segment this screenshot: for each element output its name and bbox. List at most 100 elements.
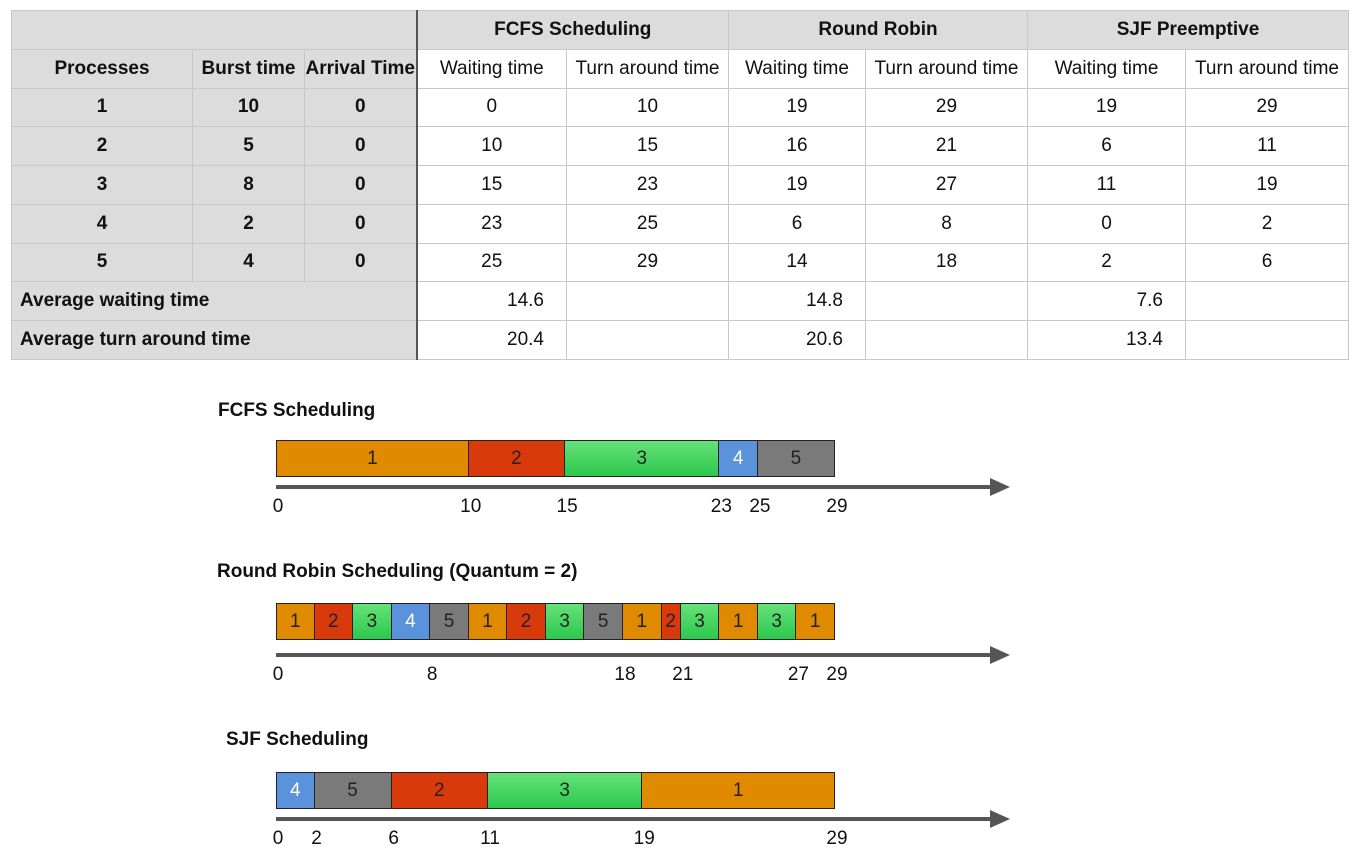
time-axis-arrow — [276, 646, 1010, 664]
empty-cell — [1184, 281, 1350, 322]
gantt-title-fcfs: FCFS Scheduling — [218, 400, 376, 421]
empty-cell — [566, 320, 729, 360]
cell-burst: 8 — [192, 165, 305, 205]
column-header-row: Processes Burst time Arrival Time Waitin… — [11, 48, 1350, 89]
tick-label: 27 — [787, 664, 810, 685]
cell-sjf-turnaround: 19 — [1184, 165, 1350, 205]
header-burst-time: Burst time — [192, 48, 305, 89]
cell-rr-waiting: 16 — [728, 126, 866, 167]
cell-burst: 4 — [192, 242, 305, 283]
gantt-segment-process-3: 3 — [488, 772, 643, 809]
empty-cell — [1184, 320, 1350, 360]
cell-process: 5 — [11, 242, 193, 283]
cell-sjf-waiting: 2 — [1027, 242, 1186, 283]
cell-rr-waiting: 6 — [728, 203, 866, 244]
avg-turnaround-fcfs: 20.4 — [415, 320, 567, 360]
header-sjf-waiting: Waiting time — [1027, 48, 1186, 89]
gantt-segment-process-3: 3 — [545, 603, 585, 640]
tick-label: 0 — [272, 496, 284, 517]
segment-label: 2 — [665, 610, 676, 632]
gantt-segment-process-3: 3 — [353, 603, 392, 640]
gantt-segment-process-1: 1 — [276, 603, 315, 640]
cell-arrival: 0 — [304, 126, 417, 167]
cell-burst: 5 — [192, 126, 305, 167]
cell-sjf-waiting: 11 — [1027, 165, 1186, 205]
tick-label: 11 — [480, 828, 500, 849]
cell-fcfs-waiting: 15 — [415, 165, 567, 205]
header-sjf-turnaround: Turn around time — [1184, 48, 1350, 89]
avg-waiting-sjf: 7.6 — [1027, 281, 1186, 322]
cell-fcfs-turnaround: 29 — [566, 242, 729, 283]
segment-label: 3 — [559, 610, 570, 632]
cell-sjf-turnaround: 6 — [1184, 242, 1350, 283]
tick-label: 19 — [633, 828, 655, 849]
group-header-rr: Round Robin — [728, 10, 1028, 50]
scheduling-table: FCFS Scheduling Round Robin SJF Preempti… — [11, 10, 1350, 360]
gantt-segment-process-1: 1 — [468, 603, 508, 640]
avg-turnaround-label: Average turn around time — [11, 320, 417, 360]
segment-label: 3 — [771, 610, 782, 632]
cell-burst: 2 — [192, 203, 305, 244]
gantt-segment-process-3: 3 — [757, 603, 797, 640]
cell-arrival: 0 — [304, 87, 417, 128]
segment-label: 3 — [366, 610, 378, 632]
cell-rr-waiting: 14 — [728, 242, 866, 283]
tick-label: 18 — [614, 664, 636, 685]
cell-fcfs-waiting: 10 — [415, 126, 567, 167]
cell-fcfs-waiting: 0 — [415, 87, 567, 128]
segment-label: 5 — [790, 447, 802, 469]
cell-process: 2 — [11, 126, 193, 167]
gantt-segment-process-2: 2 — [661, 603, 681, 640]
tick-label: 29 — [826, 828, 848, 849]
cell-fcfs-turnaround: 25 — [566, 203, 729, 244]
avg-waiting-rr: 14.8 — [728, 281, 866, 322]
cell-fcfs-waiting: 23 — [415, 203, 567, 244]
gantt-segment-process-3: 3 — [680, 603, 720, 640]
cell-sjf-waiting: 6 — [1027, 126, 1186, 167]
cell-sjf-waiting: 0 — [1027, 203, 1186, 244]
cell-sjf-turnaround: 29 — [1184, 87, 1350, 128]
cell-process: 1 — [11, 87, 193, 128]
gantt-segment-process-1: 1 — [642, 772, 835, 809]
gantt-segment-process-5: 5 — [757, 440, 835, 477]
avg-turnaround-rr: 20.6 — [728, 320, 866, 360]
segment-label: 5 — [443, 610, 455, 632]
cell-rr-waiting: 19 — [728, 165, 866, 205]
segment-label: 1 — [367, 447, 378, 469]
cell-sjf-waiting: 19 — [1027, 87, 1186, 128]
empty-cell — [865, 320, 1028, 360]
gantt-segment-process-5: 5 — [584, 603, 623, 640]
cell-arrival: 0 — [304, 242, 417, 283]
segment-label: 1 — [732, 779, 744, 801]
tick-label: 15 — [556, 496, 578, 517]
cell-fcfs-turnaround: 10 — [566, 87, 729, 128]
tick-label: 0 — [272, 828, 284, 849]
tick-label: 25 — [749, 496, 771, 517]
segment-label: 5 — [347, 779, 358, 801]
avg-turnaround-sjf: 13.4 — [1027, 320, 1186, 360]
cell-rr-turnaround: 18 — [865, 242, 1028, 283]
gantt-segment-process-5: 5 — [430, 603, 469, 640]
cell-sjf-turnaround: 2 — [1184, 203, 1350, 244]
table-row: 2 5 0 10 15 16 21 6 11 — [11, 126, 1350, 167]
cell-process: 4 — [11, 203, 193, 244]
segment-label: 3 — [636, 447, 648, 469]
cell-fcfs-turnaround: 15 — [566, 126, 729, 167]
segment-label: 1 — [732, 610, 744, 632]
cell-fcfs-turnaround: 23 — [566, 165, 729, 205]
gantt-segment-process-2: 2 — [468, 440, 566, 477]
avg-waiting-label: Average waiting time — [11, 281, 417, 322]
gantt-segment-process-4: 4 — [276, 772, 315, 809]
tick-label: 23 — [710, 496, 732, 517]
cell-sjf-turnaround: 11 — [1184, 126, 1350, 167]
cell-rr-turnaround: 27 — [865, 165, 1028, 205]
empty-cell — [865, 281, 1028, 322]
gantt-segment-process-1: 1 — [719, 603, 758, 640]
header-fcfs-turnaround: Turn around time — [566, 48, 729, 89]
cell-rr-turnaround: 29 — [865, 87, 1028, 128]
group-header-fcfs: FCFS Scheduling — [415, 10, 729, 50]
cell-fcfs-waiting: 25 — [415, 242, 567, 283]
cell-burst: 10 — [192, 87, 305, 128]
empty-cell — [566, 281, 729, 322]
cell-arrival: 0 — [304, 203, 417, 244]
